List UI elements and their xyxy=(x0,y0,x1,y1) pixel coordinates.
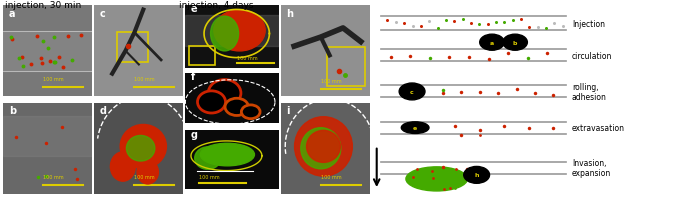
Text: e: e xyxy=(191,4,198,14)
Ellipse shape xyxy=(200,144,254,166)
Text: h: h xyxy=(475,173,479,177)
Text: a: a xyxy=(9,9,15,19)
Text: i: i xyxy=(286,106,289,116)
Text: f: f xyxy=(191,72,195,82)
Text: c: c xyxy=(100,9,105,19)
Text: Invasion,: Invasion, xyxy=(572,159,607,167)
Bar xyxy=(327,48,365,86)
Text: rolling,: rolling, xyxy=(572,83,598,91)
Text: g: g xyxy=(191,129,198,139)
Text: 100 mm: 100 mm xyxy=(134,77,155,82)
Text: 100 mm: 100 mm xyxy=(237,56,257,61)
Text: b: b xyxy=(9,106,16,116)
Text: expansion: expansion xyxy=(572,169,611,177)
Ellipse shape xyxy=(241,105,260,119)
Ellipse shape xyxy=(211,17,239,52)
Text: Injection: Injection xyxy=(572,20,605,28)
Text: 100 mm: 100 mm xyxy=(321,174,341,179)
Text: e: e xyxy=(413,126,417,130)
Circle shape xyxy=(399,84,425,100)
Ellipse shape xyxy=(120,125,166,169)
Ellipse shape xyxy=(137,160,159,184)
Bar xyxy=(3,31,92,72)
Text: adhesion: adhesion xyxy=(572,93,607,101)
Circle shape xyxy=(464,167,490,183)
Bar xyxy=(189,47,215,66)
Ellipse shape xyxy=(225,99,248,116)
Bar xyxy=(3,117,92,156)
Circle shape xyxy=(503,35,527,51)
Bar xyxy=(116,33,148,62)
Text: extravasation: extravasation xyxy=(572,124,625,132)
Text: injection, 30 min: injection, 30 min xyxy=(5,1,81,10)
Ellipse shape xyxy=(110,152,135,181)
Text: 100 mm: 100 mm xyxy=(134,174,155,179)
Ellipse shape xyxy=(127,136,155,161)
Ellipse shape xyxy=(198,91,226,113)
Text: circulation: circulation xyxy=(572,52,612,60)
Ellipse shape xyxy=(208,80,241,107)
Text: c: c xyxy=(410,90,414,94)
Ellipse shape xyxy=(295,117,352,176)
Text: 100 mm: 100 mm xyxy=(321,78,341,83)
Ellipse shape xyxy=(402,122,429,134)
Ellipse shape xyxy=(406,167,467,191)
Ellipse shape xyxy=(301,128,341,169)
Text: d: d xyxy=(100,106,107,116)
Text: a: a xyxy=(490,41,494,45)
Ellipse shape xyxy=(306,131,341,163)
Text: b: b xyxy=(513,41,517,45)
Ellipse shape xyxy=(195,147,221,170)
Bar xyxy=(185,15,279,47)
Text: 100 mm: 100 mm xyxy=(44,77,64,82)
Circle shape xyxy=(479,35,504,51)
Text: 100 mm: 100 mm xyxy=(199,174,220,179)
Text: injection, 4 days: injection, 4 days xyxy=(179,1,253,10)
Text: h: h xyxy=(286,9,293,19)
Ellipse shape xyxy=(214,11,265,52)
Text: 100 mm: 100 mm xyxy=(44,174,64,179)
